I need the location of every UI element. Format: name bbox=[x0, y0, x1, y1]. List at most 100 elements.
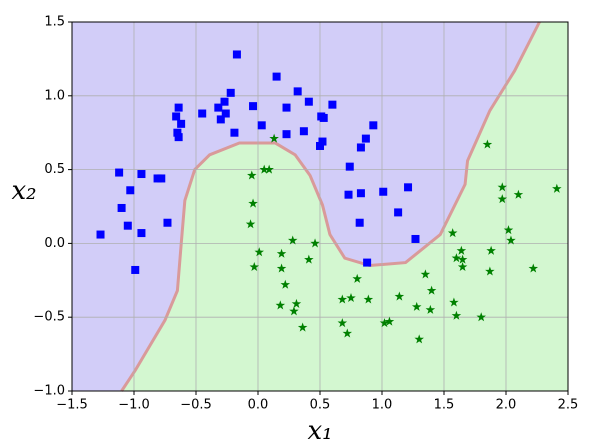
point bbox=[214, 103, 223, 112]
point bbox=[216, 115, 225, 124]
point bbox=[411, 301, 422, 311]
point bbox=[404, 183, 413, 192]
point bbox=[257, 121, 266, 130]
point bbox=[248, 198, 258, 208]
point bbox=[369, 121, 378, 130]
point bbox=[304, 97, 313, 106]
point bbox=[486, 245, 496, 255]
point bbox=[456, 245, 467, 255]
point bbox=[157, 174, 166, 183]
point bbox=[272, 72, 281, 81]
point bbox=[451, 253, 462, 263]
y-tick-label: −1.0 bbox=[33, 384, 65, 399]
point bbox=[506, 235, 516, 245]
point bbox=[299, 127, 308, 136]
point bbox=[177, 119, 186, 128]
point bbox=[280, 279, 291, 289]
point bbox=[245, 219, 256, 229]
point bbox=[269, 133, 279, 143]
point bbox=[230, 128, 239, 137]
point bbox=[275, 300, 286, 310]
point bbox=[163, 218, 172, 227]
x-tick-label: 2.5 bbox=[558, 398, 579, 413]
point bbox=[342, 328, 353, 338]
point bbox=[356, 189, 365, 198]
point bbox=[451, 310, 462, 320]
point bbox=[310, 238, 320, 248]
point bbox=[220, 97, 229, 106]
point bbox=[420, 269, 431, 279]
point bbox=[249, 102, 258, 111]
point bbox=[344, 190, 353, 199]
point bbox=[337, 318, 348, 328]
point bbox=[137, 229, 146, 238]
point bbox=[414, 334, 424, 344]
point bbox=[345, 162, 354, 171]
point bbox=[485, 266, 495, 276]
point bbox=[198, 109, 207, 118]
point bbox=[513, 189, 524, 199]
point bbox=[221, 109, 230, 118]
point bbox=[337, 294, 348, 304]
point bbox=[293, 87, 302, 96]
point bbox=[115, 168, 124, 177]
point bbox=[379, 187, 388, 196]
point bbox=[346, 293, 356, 303]
point bbox=[96, 230, 105, 239]
point bbox=[457, 254, 468, 264]
point bbox=[497, 182, 508, 192]
point bbox=[289, 306, 299, 316]
x-tick-label: −1.0 bbox=[118, 398, 150, 413]
point bbox=[361, 134, 370, 143]
point bbox=[363, 258, 372, 267]
x-tick-label: 1.5 bbox=[434, 398, 455, 413]
point bbox=[482, 139, 493, 149]
point bbox=[328, 100, 337, 109]
x-tick-label: 0.0 bbox=[248, 398, 269, 413]
point bbox=[131, 265, 140, 274]
point bbox=[282, 103, 291, 112]
y-tick-label: 1.0 bbox=[44, 88, 65, 103]
point bbox=[384, 316, 395, 326]
point bbox=[503, 225, 514, 235]
point bbox=[316, 141, 324, 150]
point bbox=[297, 322, 308, 332]
point bbox=[449, 297, 459, 307]
point bbox=[123, 221, 132, 230]
point bbox=[232, 50, 241, 59]
x-tick-label: −0.5 bbox=[180, 398, 212, 413]
point bbox=[126, 186, 135, 195]
point bbox=[457, 262, 468, 272]
point bbox=[172, 112, 181, 121]
point bbox=[174, 133, 183, 142]
point bbox=[318, 137, 327, 146]
point bbox=[356, 143, 365, 152]
point bbox=[447, 228, 458, 238]
point bbox=[282, 130, 291, 139]
point bbox=[528, 263, 539, 273]
point bbox=[247, 170, 257, 180]
point bbox=[174, 103, 183, 112]
x-axis-label: x₁ bbox=[307, 416, 332, 445]
point bbox=[249, 262, 260, 272]
point bbox=[425, 304, 436, 314]
x-tick-label: 0.5 bbox=[310, 398, 331, 413]
point bbox=[476, 312, 486, 322]
point bbox=[173, 128, 182, 137]
point bbox=[319, 113, 328, 122]
point bbox=[379, 318, 390, 328]
point bbox=[264, 164, 274, 174]
point bbox=[363, 294, 374, 304]
point bbox=[355, 218, 364, 227]
decision-boundary bbox=[120, 21, 541, 392]
point bbox=[137, 170, 146, 179]
y-tick-label: 1.5 bbox=[44, 15, 65, 30]
point bbox=[411, 234, 420, 243]
y-axis-label: x₂ bbox=[11, 176, 36, 206]
point bbox=[117, 203, 126, 212]
region bbox=[121, 22, 568, 391]
y-tick-label: −0.5 bbox=[33, 310, 65, 325]
point bbox=[291, 298, 302, 308]
